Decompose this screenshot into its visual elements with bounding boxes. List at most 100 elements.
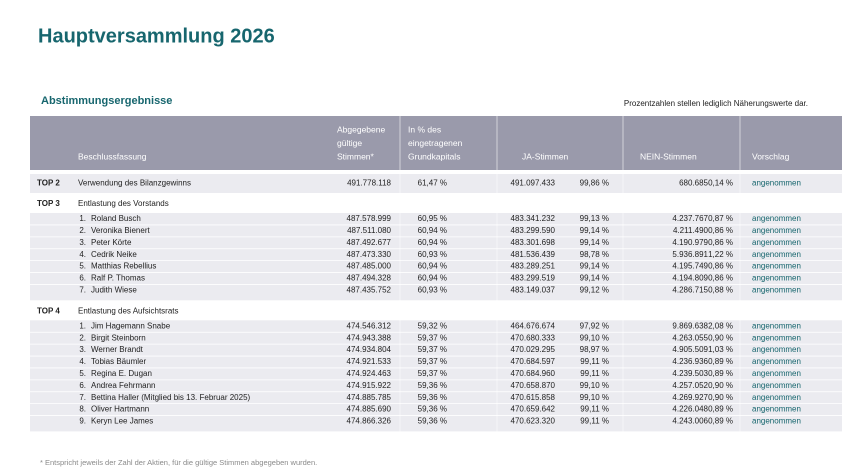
row-bg: [30, 174, 842, 193]
row-number: 3.: [79, 345, 86, 354]
cell: 464.676.674: [511, 321, 556, 330]
cell: 483.289.251: [511, 262, 556, 271]
cell: 470.680.333: [511, 333, 556, 342]
row-number: 7.: [79, 286, 86, 295]
cell: 4.211.490: [673, 226, 709, 235]
cell: 0,89 %: [708, 405, 733, 414]
row-name: Werner Brandt: [91, 345, 144, 354]
cell: 0,87 %: [708, 214, 733, 223]
cell: 4.195.749: [672, 262, 708, 271]
cell: 99,12 %: [580, 286, 609, 295]
row-name: Peter Körte: [91, 238, 132, 247]
proposal: angenommen: [752, 369, 801, 378]
proposal: angenommen: [752, 214, 801, 223]
proposal: angenommen: [752, 345, 801, 354]
cell: 474.943.388: [347, 333, 392, 342]
section-title: Entlastung des Aufsichtsrats: [78, 306, 179, 315]
column-header: Stimmen*: [337, 151, 375, 161]
proposal: angenommen: [752, 405, 801, 414]
cell: 5.936.891: [672, 250, 708, 259]
cell: 474.885.690: [347, 405, 392, 414]
column-header: Grundkapitals: [408, 151, 460, 161]
cell: 0,90 %: [708, 381, 733, 390]
cell: 491.778.118: [347, 179, 391, 188]
row-number: 8.: [79, 405, 86, 414]
row-name: Birgit Steinborn: [91, 333, 146, 342]
footnote: * Entspricht jeweils der Zahl der Aktien…: [40, 458, 317, 467]
row-number: 2.: [79, 333, 86, 342]
cell: 99,14 %: [580, 274, 609, 283]
section-title: Entlastung des Vorstands: [78, 199, 169, 208]
cell: 4.236.936: [672, 357, 708, 366]
row-name: Judith Wiese: [91, 286, 137, 295]
row-number: 5.: [79, 369, 86, 378]
row-name: Matthias Rebellius: [91, 262, 156, 271]
cell: 470.658.870: [511, 381, 556, 390]
proposal: angenommen: [752, 179, 801, 188]
cell: 474.921.533: [347, 357, 392, 366]
column-header: JA-Stimmen: [522, 151, 569, 161]
row-name: Jim Hagemann Snabe: [91, 321, 171, 330]
cell: 474.866.326: [347, 417, 392, 426]
row-number: 3.: [79, 238, 86, 247]
row-number: 9.: [79, 417, 86, 426]
subtitle: Abstimmungsergebnisse: [41, 95, 172, 107]
cell: 474.934.804: [347, 345, 392, 354]
row-name: Regina E. Dugan: [91, 369, 152, 378]
cell: 474.924.463: [347, 369, 392, 378]
cell: 59,32 %: [418, 321, 447, 330]
row-name: Ralf P. Thomas: [91, 274, 145, 283]
cell: 59,37 %: [418, 345, 447, 354]
cell: 1,03 %: [708, 345, 733, 354]
title: Hauptversammlung 2026: [38, 25, 275, 47]
proposal: angenommen: [752, 381, 801, 390]
cell: 2,08 %: [708, 321, 733, 330]
cell: 98,78 %: [580, 250, 609, 259]
proposal: angenommen: [752, 333, 801, 342]
cell: 470.684.960: [511, 369, 556, 378]
cell: 99,10 %: [580, 381, 609, 390]
cell: 59,36 %: [418, 417, 447, 426]
cell: 99,11 %: [580, 369, 609, 378]
cell: 59,36 %: [418, 405, 447, 414]
cell: 474.885.785: [347, 393, 392, 402]
row-number: 7.: [79, 393, 86, 402]
row-name: Bettina Haller (Mitglied bis 13. Februar…: [91, 393, 251, 402]
cell: 99,11 %: [580, 357, 609, 366]
top-label: TOP 2: [37, 179, 60, 188]
cell: 59,36 %: [418, 381, 447, 390]
column-header: gültige: [337, 138, 362, 148]
row-name: Oliver Hartmann: [91, 405, 149, 414]
cell: 0,90 %: [708, 333, 733, 342]
proposal: angenommen: [752, 238, 801, 247]
cell: 60,94 %: [418, 226, 447, 235]
cell: 487.511.080: [347, 226, 391, 235]
top-label: TOP 4: [37, 306, 60, 315]
row-number: 1.: [79, 214, 86, 223]
cell: 98,97 %: [580, 345, 609, 354]
cell: 4.239.503: [672, 369, 708, 378]
cell: 99,14 %: [580, 238, 609, 247]
cell: 483.301.698: [511, 238, 556, 247]
row-number: 6.: [79, 381, 86, 390]
proposal: angenommen: [752, 286, 801, 295]
cell: 0,90 %: [708, 393, 733, 402]
cell: 474.915.922: [347, 381, 392, 390]
proposal: angenommen: [752, 250, 801, 259]
cell: 60,94 %: [418, 262, 447, 271]
cell: 99,11 %: [580, 417, 609, 426]
proposal: angenommen: [752, 274, 801, 283]
cell: 483.149.037: [511, 286, 556, 295]
cell: 99,11 %: [580, 405, 609, 414]
row-number: 5.: [79, 262, 86, 271]
column-header: Beschlussfassung: [78, 151, 147, 161]
row-number: 1.: [79, 321, 86, 330]
cell: 481.536.439: [511, 250, 556, 259]
row-number: 6.: [79, 274, 86, 283]
cell: 483.299.519: [511, 274, 556, 283]
cell: 99,13 %: [580, 214, 609, 223]
cell: 4.286.715: [672, 286, 708, 295]
cell: 4.243.006: [672, 417, 708, 426]
cell: 59,36 %: [418, 393, 447, 402]
